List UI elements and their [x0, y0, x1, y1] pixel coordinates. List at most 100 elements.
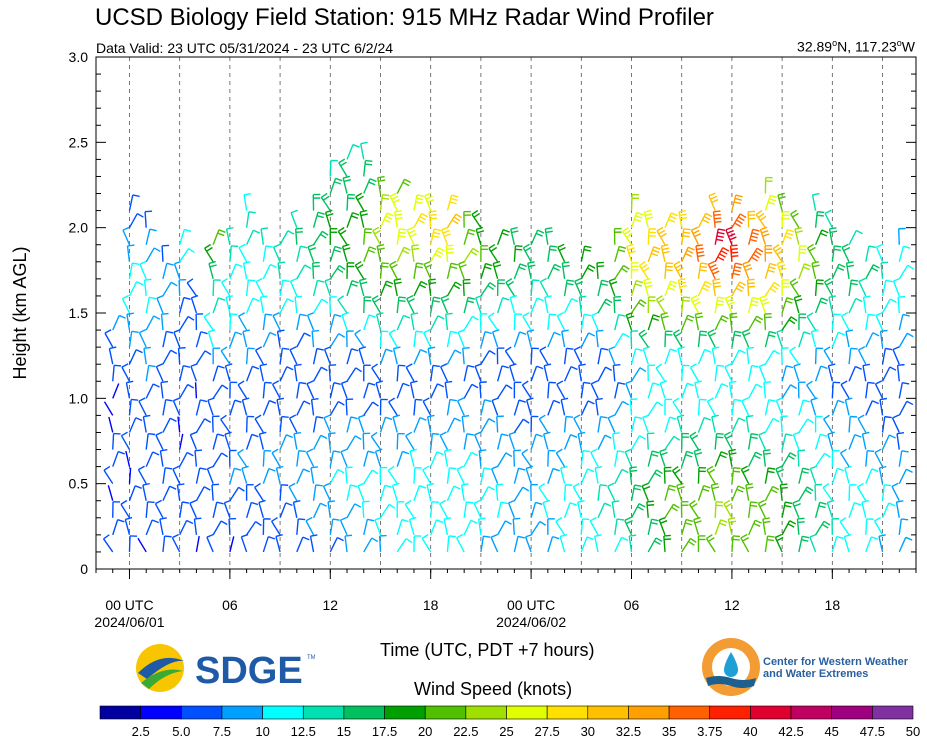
wind-barb-feather: [704, 348, 712, 353]
wind-barb-staff: [630, 194, 633, 211]
wind-barb-staff: [258, 433, 265, 450]
wind-barb-feather: [342, 243, 350, 248]
wind-barb-staff: [243, 194, 248, 211]
wind-barb-feather: [408, 229, 416, 235]
wind-barb-staff: [814, 211, 818, 228]
wind-barb-staff: [831, 382, 834, 399]
wind-barb-staff: [128, 417, 137, 433]
wind-barb-feather: [729, 380, 737, 384]
colorbar-swatch: [546, 705, 589, 720]
wind-barb-feather: [724, 431, 731, 437]
wind-barb-staff: [731, 535, 734, 552]
wind-barb-staff: [102, 538, 114, 553]
wind-barb-feather: [668, 484, 677, 488]
wind-barb-staff: [178, 365, 184, 382]
wind-barb-feather: [437, 315, 445, 320]
wind-barb-feather: [527, 329, 535, 333]
colorbar-tick-label: 40: [743, 724, 757, 739]
wind-barb-staff: [363, 401, 374, 416]
wind-barb-staff: [463, 229, 470, 245]
wind-barb-feather: [688, 540, 695, 546]
wind-barb-feather: [114, 364, 122, 367]
wind-barb-staff: [474, 434, 482, 450]
wind-barb-feather: [473, 212, 481, 218]
wind-barb-staff: [563, 434, 572, 450]
wind-barb-staff: [642, 417, 649, 433]
wind-barb-staff: [173, 263, 181, 280]
wind-barb-staff: [614, 469, 623, 484]
wind-barb-feather: [696, 251, 705, 254]
wind-barb-staff: [271, 520, 281, 536]
wind-barb-feather: [152, 451, 160, 456]
wind-barb-staff: [707, 332, 716, 348]
wind-barb-feather: [217, 433, 225, 437]
wind-barb-feather: [699, 269, 707, 272]
wind-barb-staff: [195, 467, 201, 484]
wind-barb-feather: [697, 254, 705, 258]
wind-barb-feather: [651, 450, 660, 454]
wind-barb-staff: [379, 212, 388, 228]
wind-barb-feather: [270, 263, 277, 269]
wind-barb-feather: [225, 363, 233, 367]
wind-barb-feather: [377, 244, 385, 247]
wind-barb-staff: [388, 401, 398, 416]
wind-barb-staff: [112, 365, 115, 382]
wind-barb-staff: [429, 433, 434, 450]
wind-barb-staff: [312, 416, 318, 433]
wind-barb-staff: [173, 331, 181, 348]
wind-barb-staff: [823, 350, 833, 365]
wind-barb-staff: [324, 280, 331, 297]
wind-barb-staff: [840, 315, 850, 331]
wind-barb-staff: [881, 502, 890, 519]
wind-barb-feather: [751, 433, 759, 436]
wind-barb-staff: [392, 416, 398, 433]
wind-barb-feather: [634, 283, 643, 287]
wind-barb-feather: [610, 281, 618, 285]
wind-barb-feather: [858, 277, 866, 283]
wind-barb-staff: [394, 211, 398, 228]
wind-barb-feather: [754, 250, 762, 256]
wind-barb-staff: [875, 246, 884, 263]
wind-barb-staff: [789, 282, 800, 297]
wind-barb-feather: [662, 250, 670, 254]
wind-barb-feather: [237, 448, 244, 454]
wind-barb-staff: [731, 213, 741, 229]
wind-barb-staff: [525, 468, 532, 484]
wind-barb-staff: [664, 348, 671, 365]
wind-barb-feather: [144, 278, 152, 281]
wind-barb-staff: [480, 331, 486, 348]
wind-barb-staff: [279, 434, 287, 450]
wind-barb-feather: [367, 450, 375, 454]
wind-barb-feather: [785, 300, 793, 304]
wind-barb-feather: [402, 249, 410, 255]
wind-barb-staff: [272, 246, 281, 263]
wind-barb-feather: [466, 501, 474, 504]
wind-barb-staff: [262, 450, 265, 467]
wind-barb-feather: [682, 299, 690, 302]
wind-barb-staff: [748, 519, 756, 536]
wind-barb-feather: [315, 484, 323, 487]
wind-barb-feather: [733, 201, 742, 205]
wind-barb-feather: [727, 301, 735, 306]
wind-barb-feather: [293, 500, 301, 503]
wind-barb-feather: [483, 535, 491, 538]
x-tick-label: 18: [423, 597, 439, 613]
wind-barb-feather: [668, 218, 676, 223]
wind-barb-staff: [841, 247, 850, 263]
sdge-trademark: TM: [307, 655, 315, 661]
wind-barb-staff: [614, 537, 623, 553]
wind-barb-feather: [784, 235, 792, 240]
wind-barb-staff: [898, 264, 909, 280]
y-tick-label: 2.5: [69, 134, 89, 150]
wind-barb-staff: [279, 298, 288, 314]
y-axis: 00.51.01.52.02.53.0: [69, 49, 916, 577]
wind-barb-staff: [676, 485, 683, 501]
wind-barb-feather: [690, 537, 697, 543]
wind-barb-staff: [379, 417, 387, 433]
wind-barb-feather: [450, 262, 459, 266]
wind-barb-feather: [723, 499, 731, 505]
wind-barb-staff: [363, 519, 369, 536]
wind-barb-staff: [776, 331, 783, 348]
wind-barb-staff: [612, 365, 616, 382]
wind-barb-feather: [575, 281, 583, 286]
